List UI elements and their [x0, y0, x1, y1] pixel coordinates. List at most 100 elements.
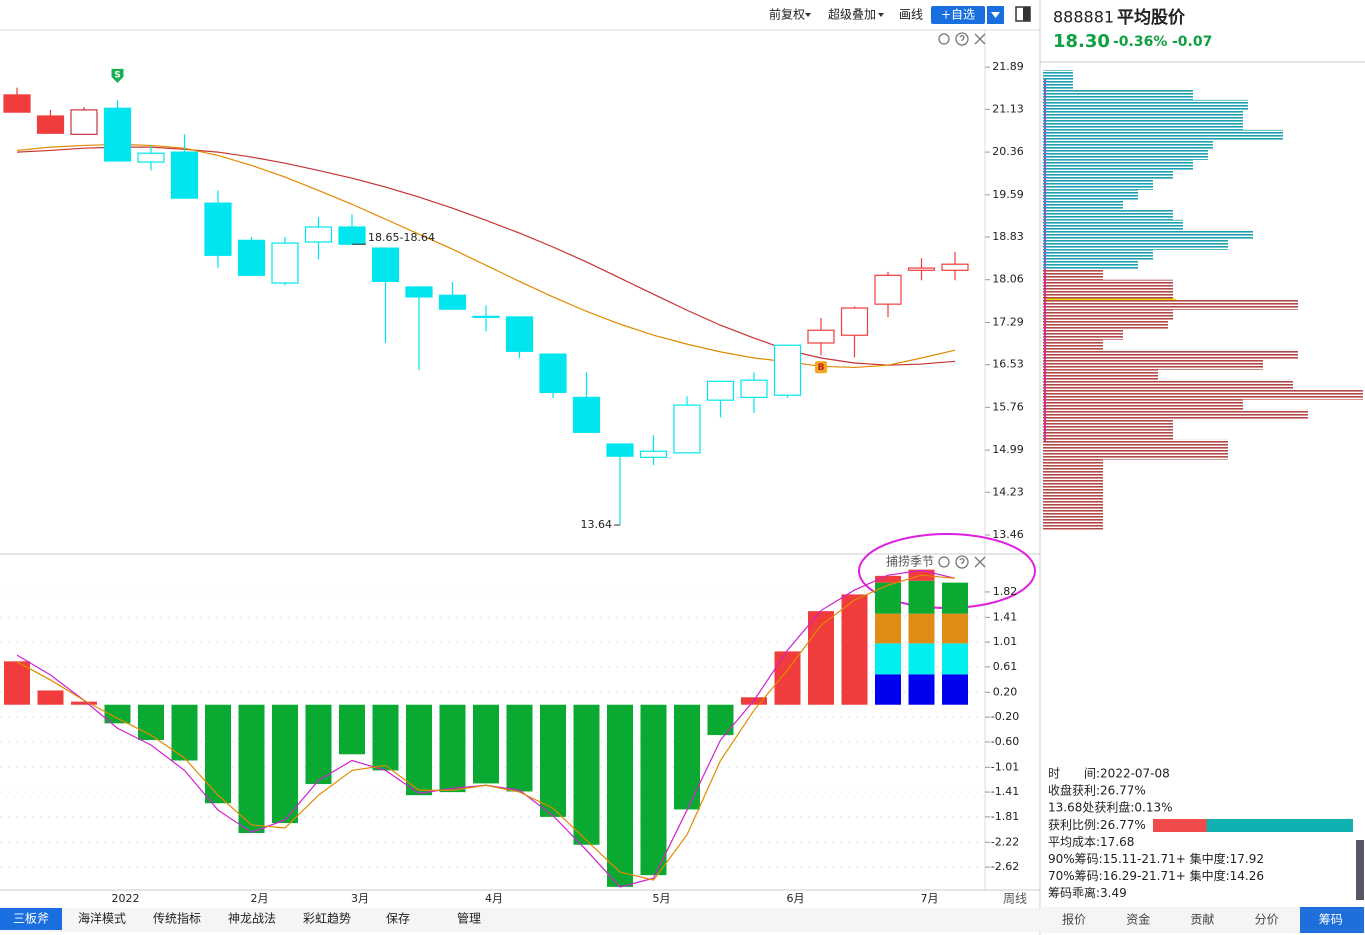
- bottom-tab[interactable]: 管理: [457, 911, 481, 926]
- bar: [439, 704, 466, 793]
- candle-body: [706, 380, 735, 401]
- watch-button-label[interactable]: +自选: [941, 8, 975, 22]
- bottom-tab[interactable]: 海洋模式: [78, 911, 126, 926]
- bottom-tab[interactable]: 保存: [386, 912, 410, 926]
- bottom-tab[interactable]: 传统指标: [153, 911, 201, 926]
- stacked-bar: [942, 613, 968, 644]
- candle-body: [137, 152, 165, 163]
- panel-icons[interactable]: [938, 32, 986, 569]
- period-label: 周线: [1003, 892, 1027, 906]
- candle-body: [36, 115, 65, 134]
- bar: [37, 690, 64, 705]
- chip-bar: [1043, 129, 1283, 140]
- chip-info: 70%筹码:16.29-21.71+ 集中度:14.26: [1048, 868, 1264, 883]
- side-tab[interactable]: 分价: [1255, 913, 1279, 927]
- side-tab[interactable]: 报价: [1062, 912, 1086, 927]
- bar: [473, 704, 499, 784]
- y-tick-label: -2.62: [991, 860, 1019, 873]
- layout-icon: [1023, 7, 1030, 21]
- bottom-tab[interactable]: 神龙战法: [228, 912, 276, 926]
- y-tick-label: -2.22: [991, 835, 1019, 848]
- stacked-bar: [875, 582, 901, 614]
- stacked-bar: [908, 580, 935, 614]
- bar: [238, 704, 265, 833]
- bar: [774, 651, 801, 705]
- signal-label: B: [818, 363, 825, 373]
- bottom-tab[interactable]: 三板斧: [13, 912, 49, 926]
- chip-bar: [1043, 339, 1103, 350]
- stock-name: 平均股价: [1117, 7, 1186, 28]
- panel-title: 捕捞季节: [886, 554, 934, 569]
- chip-bar: [1043, 459, 1103, 470]
- chip-bar: [1043, 449, 1228, 460]
- toolbar-item[interactable]: 画线: [899, 8, 923, 22]
- chip-info: 收盘获利:26.77%: [1048, 783, 1146, 798]
- candle-body: [204, 202, 232, 256]
- bar: [104, 704, 131, 724]
- signal-marker: [815, 361, 827, 374]
- stock-price: 18.30: [1053, 31, 1110, 52]
- chip-bar: [1043, 399, 1243, 410]
- bar: [841, 594, 868, 705]
- chip-bar: [1043, 239, 1228, 250]
- candle-body: [304, 226, 333, 243]
- y-tick-label: 15.76: [992, 400, 1024, 413]
- candle-body: [103, 107, 132, 162]
- side-tab[interactable]: 贡献: [1190, 912, 1214, 927]
- indicator-line: [16, 574, 956, 881]
- stacked-bar: [875, 613, 901, 644]
- y-tick-label: 14.99: [992, 443, 1024, 456]
- chip-info: 获利比例:26.77%: [1048, 818, 1146, 832]
- bar: [607, 704, 633, 887]
- stacked-bar: [875, 643, 901, 675]
- x-tick-label: 3月: [351, 892, 369, 905]
- toolbar-item[interactable]: 超级叠加: [828, 7, 876, 22]
- x-tick-label: 6月: [787, 892, 805, 905]
- toolbar-item[interactable]: 前复权: [769, 7, 805, 22]
- chip-bar: [1043, 419, 1173, 430]
- stacked-bar: [875, 674, 901, 705]
- side-tab[interactable]: 筹码: [1319, 913, 1343, 927]
- y-tick-label: 16.53: [992, 358, 1024, 371]
- candle-body: [874, 274, 902, 305]
- y-tick-label: 17.29: [992, 315, 1024, 328]
- chip-bar: [1043, 169, 1173, 180]
- bar: [272, 704, 298, 824]
- chip-bar: [1043, 209, 1173, 220]
- chip-bar: [1043, 179, 1153, 190]
- candle-body: [941, 263, 969, 271]
- bar: [372, 704, 399, 771]
- signal-marker: [111, 68, 124, 83]
- bar: [406, 704, 432, 796]
- bar: [71, 701, 97, 705]
- watch-button[interactable]: [931, 6, 985, 24]
- candle-body: [70, 109, 98, 135]
- bar: [138, 704, 164, 741]
- chip-info: 13.68处获利盘:0.13%: [1048, 800, 1173, 815]
- scrollbar: [1356, 840, 1364, 900]
- profit-bar: [1153, 819, 1207, 832]
- y-tick-label: 1.82: [993, 585, 1018, 598]
- chip-bar: [1043, 279, 1173, 290]
- chip-bar: [1043, 489, 1103, 500]
- chip-bar: [1043, 439, 1228, 450]
- side-tab[interactable]: 资金: [1126, 912, 1150, 927]
- chip-bar: [1043, 249, 1153, 260]
- stacked-bar: [875, 575, 901, 583]
- bottom-tab[interactable]: 彩虹趋势: [303, 912, 351, 926]
- change-pct: -0.36%: [1113, 34, 1167, 50]
- chip-info: 90%筹码:15.11-21.71+ 集中度:17.92: [1048, 851, 1264, 866]
- chip-bar: [1043, 79, 1073, 90]
- candle-body: [237, 239, 266, 276]
- bar: [171, 704, 198, 761]
- chip-bar: [1043, 199, 1123, 210]
- chip-bar: [1043, 359, 1263, 370]
- candle-body: [539, 353, 567, 393]
- candle-body: [505, 316, 534, 352]
- chip-bar: [1043, 329, 1123, 340]
- stacked-bar: [908, 613, 935, 644]
- y-tick-label: 0.61: [993, 660, 1018, 673]
- chip-bar: [1043, 499, 1103, 510]
- stacked-bar: [942, 582, 968, 614]
